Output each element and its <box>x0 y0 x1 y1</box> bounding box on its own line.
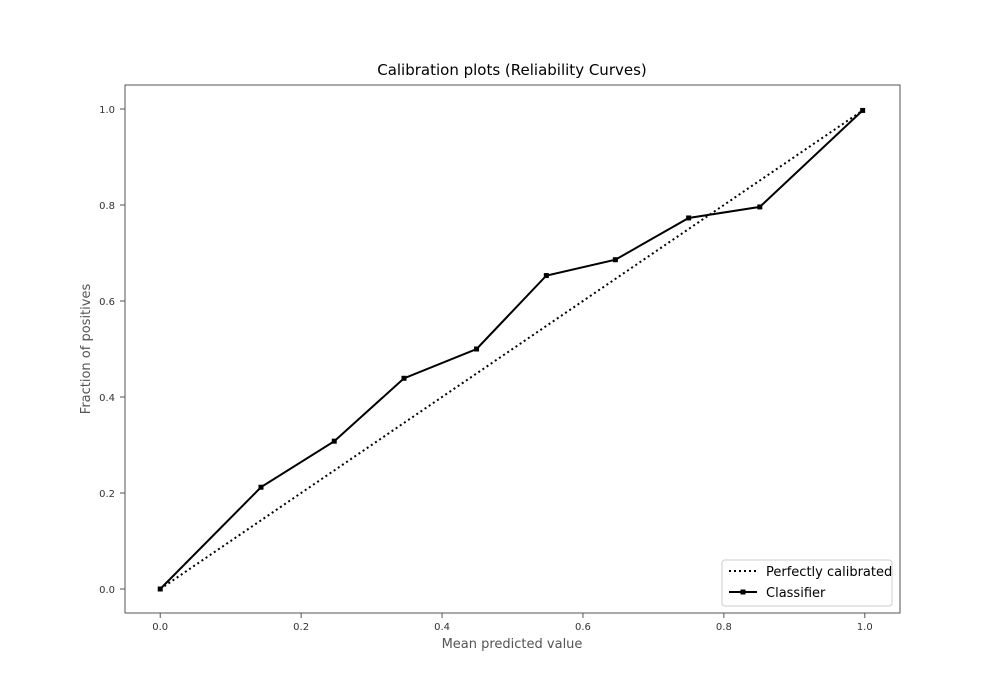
legend-label-classifier: Classifier <box>766 586 826 601</box>
legend-box <box>721 559 893 607</box>
x-tick-label: 0.8 <box>716 622 732 633</box>
y-tick-label: 0.2 <box>99 489 115 500</box>
x-tick-label: 0.0 <box>152 622 168 633</box>
x-tick-label: 0.6 <box>575 622 591 633</box>
data-point <box>258 484 264 490</box>
x-tick-label: 1.0 <box>857 622 873 633</box>
legend-marker-classifier <box>740 589 746 595</box>
data-point <box>757 204 763 210</box>
data-point <box>474 346 480 352</box>
data-point <box>612 257 618 263</box>
x-axis: 0.0 0.2 0.4 0.6 0.8 1.0 <box>152 613 873 633</box>
data-point <box>860 107 866 113</box>
y-tick-label: 0.0 <box>99 585 115 596</box>
series-line-1 <box>159 109 864 590</box>
y-tick-label: 1.0 <box>99 105 115 116</box>
y-tick-label: 0.4 <box>99 393 115 404</box>
legend-label-perfectly-calibrated: Perfectly calibrated <box>766 565 892 580</box>
data-point <box>331 438 337 444</box>
data-point <box>157 586 163 592</box>
y-tick-label: 0.6 <box>99 297 115 308</box>
data-point <box>401 375 407 381</box>
x-axis-label: Mean predicted value <box>442 637 583 652</box>
chart-title: Calibration plots (Reliability Curves) <box>377 61 647 79</box>
data-point <box>686 215 692 221</box>
y-axis-label: Fraction of positives <box>79 284 94 415</box>
y-axis: 0.0 0.2 0.4 0.6 0.8 1.0 <box>99 105 125 596</box>
legend: Perfectly calibrated Classifier <box>721 559 893 607</box>
data-point <box>543 273 549 279</box>
x-tick-label: 0.4 <box>434 622 450 633</box>
x-tick-label: 0.2 <box>293 622 309 633</box>
series-line-0 <box>159 108 866 590</box>
series-layer <box>157 107 866 592</box>
plot-area-frame <box>124 84 901 614</box>
y-tick-label: 0.8 <box>99 201 115 212</box>
